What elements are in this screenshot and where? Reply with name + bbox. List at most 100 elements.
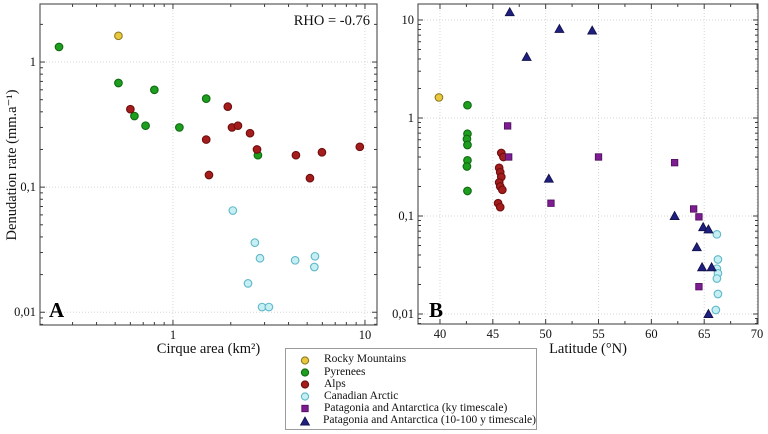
legend-label: Canadian Arctic [324, 389, 399, 402]
data-point [434, 93, 444, 102]
legend-item: Patagonia and Antarctica (10-100 y times… [286, 415, 536, 427]
legend-label: Patagonia and Antarctica (ky timescale) [324, 402, 508, 415]
x-tick-label: 70 [751, 327, 764, 341]
data-point [713, 289, 723, 299]
data-point [463, 186, 472, 196]
data-point [264, 302, 274, 312]
series-rocky-mountains [114, 31, 123, 41]
data-point [299, 415, 310, 425]
series-canadian-arctic [228, 206, 320, 312]
data-point [495, 202, 505, 212]
data-point [228, 206, 238, 215]
circle-marker-icon [286, 367, 324, 378]
y-tick-label: 0,01 [14, 305, 36, 319]
data-point [250, 238, 260, 247]
x-tick-label: 55 [592, 327, 605, 341]
legend-item: Rocky Mountains [286, 354, 536, 366]
data-point [204, 170, 214, 180]
data-point [300, 368, 310, 377]
series-pyrenees [462, 100, 472, 196]
data-point [245, 128, 255, 138]
data-point [141, 121, 150, 131]
data-point [114, 78, 123, 88]
panel-a-x-axis-label: Cirque area (km²) [156, 341, 261, 357]
y-tick-label: 0,01 [392, 307, 414, 321]
data-point [463, 100, 472, 110]
legend-label: Patagonia and Antarctica (10-100 y times… [323, 414, 536, 427]
data-point [243, 279, 253, 288]
x-tick-label: 50 [539, 327, 552, 341]
data-point [300, 392, 310, 401]
legend-item: Canadian Arctic [286, 389, 536, 403]
data-point [201, 94, 211, 103]
data-point [290, 255, 300, 265]
data-point [712, 274, 722, 283]
data-point [689, 205, 698, 213]
data-point [712, 229, 722, 239]
data-point [703, 224, 714, 234]
x-tick-label: 40 [434, 327, 447, 341]
x-tick-label: 60 [645, 327, 658, 341]
legend-item: Pyrenees [286, 366, 536, 378]
data-point [497, 185, 507, 195]
data-point [305, 173, 315, 183]
series-alps [126, 102, 365, 183]
legend-label: Pyrenees [324, 365, 366, 378]
data-point [317, 147, 327, 157]
circle-marker-icon [286, 391, 324, 402]
legend-item: Alps [286, 378, 536, 390]
data-point [697, 221, 709, 232]
data-point [462, 162, 472, 171]
y-tick-label: 1 [408, 111, 414, 125]
data-point [670, 159, 679, 167]
series-pyrenees [54, 42, 263, 160]
data-point [669, 210, 680, 220]
x-tick-label: 65 [698, 327, 711, 341]
data-point [54, 42, 64, 52]
data-point [233, 121, 243, 131]
legend-rows: Rocky Mountains Pyrenees Alps Canadian Arct… [286, 354, 536, 427]
data-point [255, 253, 265, 263]
legend-item: Patagonia and Antarctica (ky timescale) [286, 403, 536, 415]
data-point [463, 140, 472, 150]
data-point [691, 241, 702, 252]
data-point [706, 261, 717, 272]
panel-b-letter: B [429, 298, 444, 322]
data-point [711, 305, 721, 315]
data-point [713, 255, 723, 264]
data-point [309, 262, 319, 272]
data-point [505, 153, 513, 161]
series-canadian-arctic [711, 229, 723, 315]
y-tick-label: 0,1 [20, 180, 36, 194]
data-point [150, 85, 159, 95]
panel-a-y-axis-label: Denudation rate (mm.a⁻¹) [4, 89, 20, 241]
legend: Rocky Mountains Pyrenees Alps Canadian Arct… [285, 348, 537, 430]
data-point [695, 213, 703, 221]
data-point [300, 380, 310, 389]
data-point [521, 51, 532, 61]
x-tick-label: 45 [487, 327, 500, 341]
data-point [695, 283, 703, 291]
legend-label: Rocky Mountains [324, 353, 407, 366]
y-tick-label: 0,1 [398, 209, 414, 223]
data-point [252, 145, 262, 154]
y-tick-label: 10 [402, 13, 415, 27]
data-point [543, 173, 555, 183]
data-point [301, 405, 309, 413]
data-point [554, 23, 565, 33]
square-marker-icon [286, 403, 324, 414]
series-patagonia-and-antarctica-ky-timescale [503, 122, 703, 291]
data-point [703, 308, 714, 318]
data-point [587, 25, 598, 35]
data-point [291, 150, 301, 160]
y-tick-label: 1 [30, 55, 36, 69]
data-point [130, 111, 139, 121]
data-point [300, 355, 310, 365]
data-point [696, 261, 708, 272]
data-point [503, 122, 512, 130]
circle-marker-icon [286, 355, 324, 366]
data-point [223, 102, 233, 111]
data-point [126, 104, 135, 114]
